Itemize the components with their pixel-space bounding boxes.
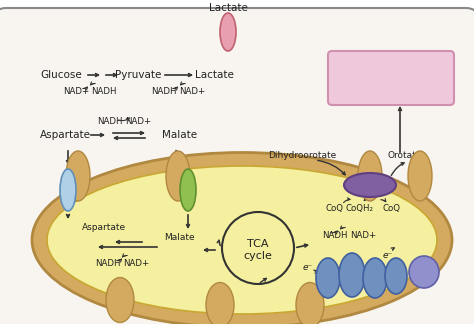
Text: NAD+: NAD+ <box>125 118 151 126</box>
Text: NADH: NADH <box>151 87 177 96</box>
Text: NAD+: NAD+ <box>350 232 376 240</box>
Text: Aspartate: Aspartate <box>40 130 91 140</box>
Text: CoQ: CoQ <box>383 203 401 213</box>
Text: Dihydroorotate: Dihydroorotate <box>268 151 336 159</box>
Text: II: II <box>348 271 356 280</box>
Text: e⁻: e⁻ <box>303 263 313 272</box>
Ellipse shape <box>408 151 432 201</box>
Text: Malate: Malate <box>162 130 197 140</box>
Text: Lactate: Lactate <box>209 3 247 13</box>
Text: NADH: NADH <box>322 232 347 240</box>
Text: NADH: NADH <box>97 118 123 126</box>
Ellipse shape <box>166 151 190 201</box>
Ellipse shape <box>32 153 452 324</box>
Text: NAD+: NAD+ <box>63 87 89 96</box>
Text: TCA: TCA <box>247 239 269 249</box>
Ellipse shape <box>106 277 134 322</box>
Text: Malate: Malate <box>164 234 195 242</box>
Ellipse shape <box>363 258 387 298</box>
Ellipse shape <box>206 283 234 324</box>
Text: DHODH: DHODH <box>350 180 390 190</box>
Text: NAD+: NAD+ <box>179 87 205 96</box>
Ellipse shape <box>296 283 324 324</box>
Ellipse shape <box>60 169 76 211</box>
Text: biosynthesis: biosynthesis <box>358 81 424 91</box>
FancyBboxPatch shape <box>328 51 454 105</box>
Ellipse shape <box>180 169 196 211</box>
Text: Aspartate: Aspartate <box>82 224 126 233</box>
Ellipse shape <box>409 256 439 288</box>
Ellipse shape <box>344 173 396 197</box>
Text: Pyruvate: Pyruvate <box>115 70 161 80</box>
Text: IV: IV <box>391 272 401 281</box>
Text: III: III <box>370 273 380 283</box>
Ellipse shape <box>66 151 90 201</box>
Text: Orotate: Orotate <box>388 151 422 159</box>
Text: V: V <box>420 268 428 276</box>
Text: e⁻: e⁻ <box>383 251 393 260</box>
Text: NADH: NADH <box>91 87 117 96</box>
Text: Glucose: Glucose <box>40 70 82 80</box>
Text: I: I <box>326 273 330 283</box>
Ellipse shape <box>220 13 236 51</box>
Text: Lactate: Lactate <box>194 70 233 80</box>
Ellipse shape <box>358 151 382 201</box>
Text: CoQH₂: CoQH₂ <box>346 203 374 213</box>
Text: NAD+: NAD+ <box>123 259 149 268</box>
Text: CoQ: CoQ <box>326 203 344 213</box>
Ellipse shape <box>47 166 437 314</box>
Text: Pyrimidine: Pyrimidine <box>363 67 419 77</box>
FancyBboxPatch shape <box>0 8 474 324</box>
Ellipse shape <box>385 258 407 294</box>
Text: cycle: cycle <box>244 251 273 261</box>
Ellipse shape <box>316 258 340 298</box>
Ellipse shape <box>339 253 365 297</box>
Text: NADH: NADH <box>95 259 121 268</box>
